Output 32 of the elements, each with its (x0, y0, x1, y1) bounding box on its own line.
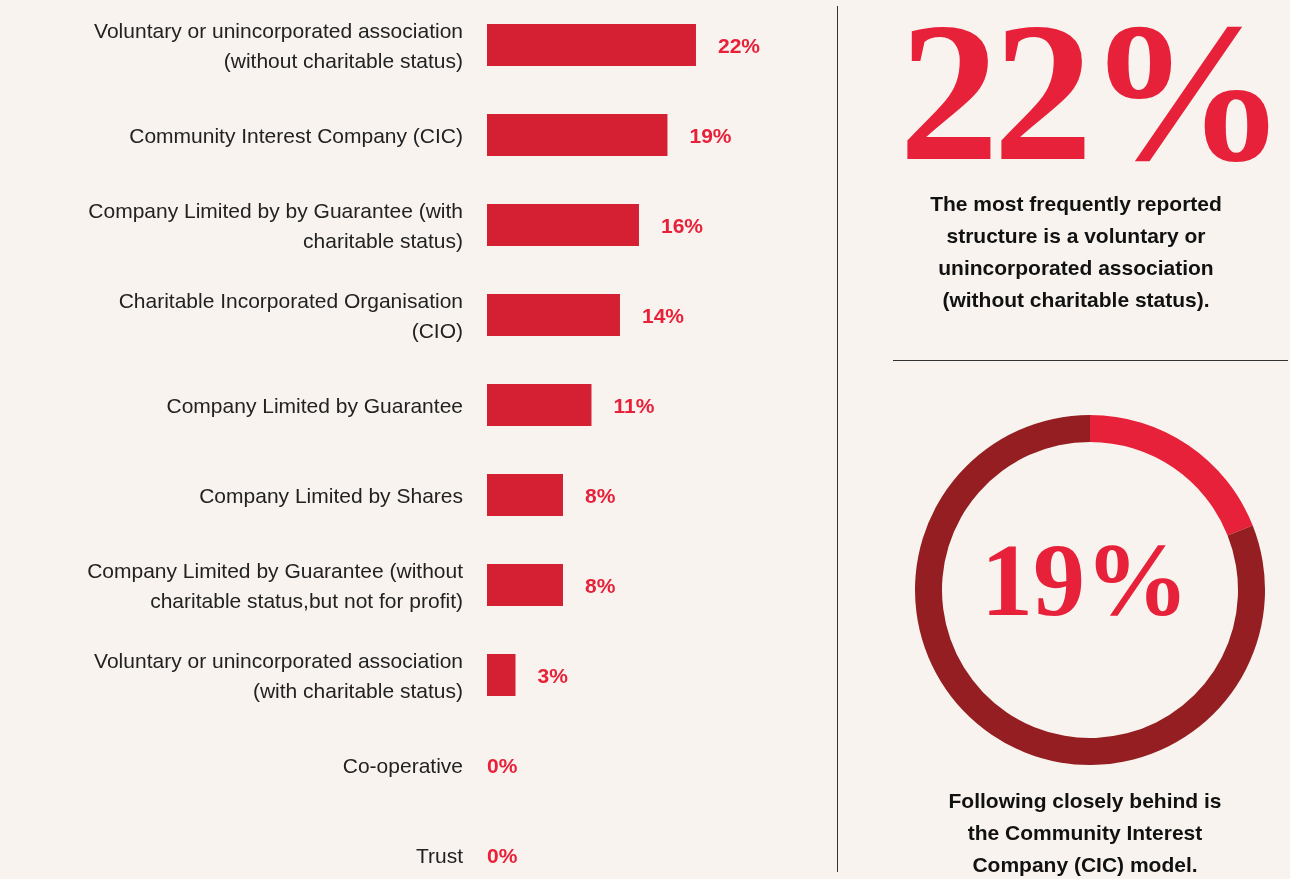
text: 19% (980, 522, 1190, 637)
bar (487, 654, 516, 696)
data-label: 22% (717, 33, 761, 57)
y-tick-label: Company Limited by Guarantee (166, 393, 463, 417)
data-label: 3% (537, 663, 569, 687)
y-tick-label: Company Limited by Shares (199, 483, 463, 507)
y-tick-label: Company Limited by by Guarantee (with charitable status) (88, 198, 463, 252)
data-label: 14% (641, 303, 685, 327)
data-label: 8% (584, 573, 616, 597)
data-label: 0% (487, 753, 518, 777)
data-label: 11% (613, 393, 655, 417)
bar (487, 384, 592, 426)
text: Following closely behind is the Community Interest Company (CIC) model. (947, 788, 1223, 878)
data-label: 16% (660, 213, 704, 237)
y-tick-label: Co-operative (342, 753, 463, 777)
bar (487, 564, 563, 606)
bar (487, 474, 563, 516)
y-tick-label: Trust (415, 843, 464, 867)
bar (487, 114, 668, 156)
bar (487, 24, 696, 66)
y-tick-label: Community Interest Company (CIC) (129, 123, 463, 147)
donut-slice (1090, 415, 1253, 536)
data-label: 19% (689, 123, 732, 147)
y-tick-label: Voluntary or unincorporated association (without charitable status) (94, 18, 463, 72)
y-tick-label: Company Limited by Guarantee (without charitable status,but not for profit) (87, 558, 464, 612)
y-tick-label: Charitable Incorporated Organisation (CIO) (118, 288, 463, 342)
data-label: 0% (487, 843, 518, 867)
data-label: 8% (584, 483, 616, 507)
bar (487, 204, 639, 246)
bar (487, 294, 620, 336)
y-tick-label: Voluntary or unincorporated association (with charitable status) (94, 648, 463, 702)
donut-slice (915, 415, 1265, 765)
